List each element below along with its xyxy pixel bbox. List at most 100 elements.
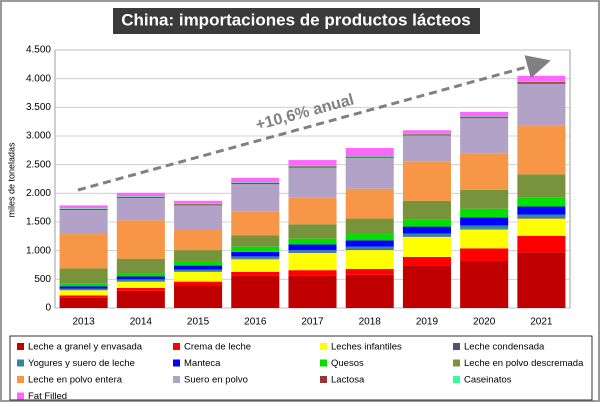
bar-segment (288, 166, 337, 168)
bar-segment (116, 276, 165, 280)
x-tick-label: 2017 (301, 317, 324, 328)
bar-segment (345, 157, 394, 189)
bar-segment (460, 248, 509, 261)
legend-label: Leche en polvo descremada (464, 358, 584, 369)
bar-segment (460, 229, 509, 249)
bar-segment (345, 240, 394, 247)
bar-segment (231, 256, 280, 259)
x-tick-label: 2020 (473, 317, 496, 328)
bar-segment (231, 235, 280, 247)
bar-segment (59, 205, 108, 209)
x-tick-label: 2013 (72, 317, 95, 328)
bar-segment (402, 200, 451, 220)
bar-segment (174, 285, 223, 308)
bar-segment (231, 271, 280, 276)
bar-segment (345, 250, 394, 270)
bar-segment (231, 259, 280, 272)
bar-segment (460, 118, 509, 154)
bar-segment (174, 204, 223, 206)
legend-swatch (453, 376, 460, 383)
legend-swatch (320, 343, 327, 350)
bar-segment (345, 234, 394, 241)
legend-label: Caseinatos (464, 375, 512, 386)
bar-segment (288, 275, 337, 308)
legend-swatch (173, 376, 180, 383)
bar-segment (517, 125, 566, 175)
legend-label: Crema de leche (184, 342, 251, 353)
bar-segment (174, 230, 223, 251)
bar-segment (174, 271, 223, 282)
bar-segment (174, 269, 223, 272)
bar-segment (517, 82, 566, 84)
bar-segment (116, 281, 165, 282)
bar-segment (231, 251, 280, 257)
bar-segment (59, 268, 108, 284)
bar-segment (345, 249, 394, 251)
title-box (113, 8, 480, 34)
legend-label: Manteca (184, 358, 221, 369)
y-tick-label: 3.500 (26, 102, 51, 113)
bar-segment (288, 224, 337, 239)
bar-segment (460, 153, 509, 190)
bar-segment (345, 156, 394, 158)
bar-segment (517, 83, 566, 126)
bar-segment (517, 197, 566, 207)
bar-segment (231, 184, 280, 212)
bar-segment (460, 111, 509, 117)
bar-segment (460, 228, 509, 230)
bar-segment (231, 258, 280, 260)
y-tick-label: 2.000 (26, 188, 51, 199)
bar-segment (116, 279, 165, 282)
legend-label: Leches infantiles (331, 342, 402, 353)
bar-segment (116, 196, 165, 197)
chart-title: China: importaciones de productos lácteo… (121, 10, 471, 29)
bar-segment (231, 211, 280, 236)
bar-segment (460, 208, 509, 218)
bar-segment (288, 244, 337, 251)
bar-segment (517, 81, 566, 83)
x-tick-label: 2018 (359, 317, 382, 328)
bar-segment (517, 252, 566, 308)
bar-segment (402, 236, 451, 237)
bar-segment (517, 75, 566, 82)
bar-segment (345, 269, 394, 275)
bar-segment (288, 165, 337, 167)
bar-segment (402, 134, 451, 136)
bar-segment (517, 235, 566, 253)
bar-segment (402, 233, 451, 237)
bar-segment (231, 183, 280, 185)
legend-label: Leche condensada (464, 342, 545, 353)
bar-segment (517, 174, 566, 198)
legend-swatch (320, 376, 327, 383)
legend-swatch (453, 343, 460, 350)
bar-segment (174, 203, 223, 205)
bar-segment (288, 197, 337, 225)
bar-segment (345, 246, 394, 250)
y-tick-label: 2.500 (26, 159, 51, 170)
legend-swatch (173, 343, 180, 350)
y-tick-label: 3.000 (26, 131, 51, 142)
bar-segment (460, 225, 509, 229)
x-tick-label: 2016 (244, 317, 267, 328)
bar-segment (288, 250, 337, 253)
bar-segment (116, 196, 165, 198)
x-tick-label: 2021 (530, 317, 553, 328)
bar-segment (59, 290, 108, 296)
bar-segment (116, 258, 165, 274)
bar-segment (402, 130, 451, 134)
legend-swatch (453, 359, 460, 367)
bar-segment (402, 236, 451, 257)
bar-segment (174, 261, 223, 266)
bar-segment (288, 160, 337, 166)
legend-swatch (17, 343, 24, 350)
legend-swatch (320, 359, 327, 367)
bar-segment (231, 182, 280, 184)
bar-segment (402, 256, 451, 266)
trend-arrow (77, 55, 551, 192)
bar-segment (231, 275, 280, 308)
bar-segment (116, 220, 165, 259)
y-tick-label: 1.500 (26, 217, 51, 228)
bar-segment (116, 287, 165, 291)
bar-segment (402, 161, 451, 201)
